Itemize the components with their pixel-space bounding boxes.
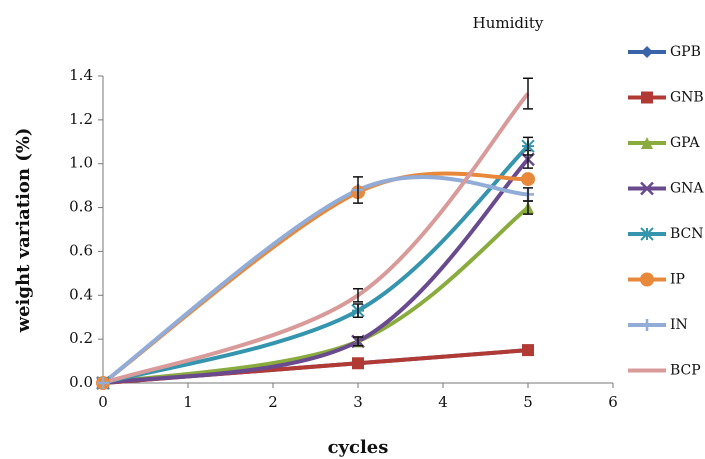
legend-label: GPB [670, 44, 701, 60]
marker [97, 377, 109, 389]
error-bar [353, 336, 363, 347]
y-tick-label: 1.4 [69, 66, 93, 84]
marker [522, 344, 534, 357]
marker [641, 137, 653, 149]
chart-title: Humidity [473, 14, 544, 32]
x-tick-label: 1 [183, 393, 193, 411]
x-tick-label: 2 [268, 393, 278, 411]
legend-label: GPA [670, 135, 700, 151]
legend-label: IP [670, 272, 685, 288]
legend-label: IN [670, 317, 688, 333]
marker [641, 46, 653, 58]
legend-label: GNA [670, 181, 704, 197]
x-tick-label: 6 [608, 393, 618, 411]
x-axis-label: cycles [328, 437, 389, 458]
error-bar [523, 136, 533, 156]
x-tick-label: 5 [523, 393, 533, 411]
y-tick-label: 1.0 [69, 154, 93, 172]
y-axis-label: weight variation (%) [13, 128, 34, 334]
legend-label: BCN [670, 226, 704, 242]
marker [352, 357, 364, 370]
y-tick-label: 0.2 [69, 329, 93, 347]
y-tick-label: 1.2 [69, 110, 93, 128]
legend-label: BCP [670, 363, 701, 379]
marker [640, 227, 654, 241]
y-tick-label: 0.4 [69, 285, 93, 303]
marker [641, 319, 653, 331]
marker [641, 91, 653, 104]
error-bar [523, 187, 533, 202]
error-bar [353, 176, 363, 204]
y-tick-label: 0.0 [69, 373, 93, 391]
series-line [101, 175, 529, 385]
y-tick-label: 0.8 [69, 198, 93, 216]
x-tick-label: 4 [438, 393, 448, 411]
x-tick-label: 3 [353, 393, 363, 411]
x-tick-label: 0 [98, 393, 108, 411]
marker [521, 172, 535, 187]
marker [640, 181, 654, 196]
series-line [102, 157, 530, 385]
error-bar [523, 77, 533, 110]
marker [640, 272, 654, 287]
error-bar [353, 303, 363, 318]
y-tick-label: 0.6 [69, 241, 93, 259]
error-bar [353, 287, 363, 303]
legend-label: GNB [670, 90, 704, 106]
series-line [101, 171, 529, 385]
